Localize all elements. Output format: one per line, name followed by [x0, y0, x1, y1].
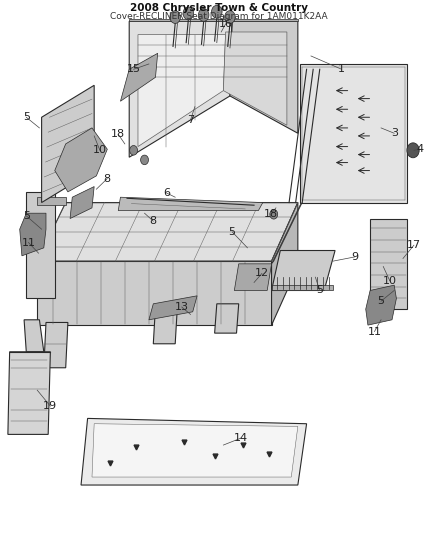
Polygon shape	[138, 35, 226, 147]
Polygon shape	[366, 285, 396, 325]
Text: 11: 11	[367, 327, 381, 336]
Polygon shape	[272, 285, 333, 290]
Text: 15: 15	[127, 64, 141, 74]
Circle shape	[270, 209, 278, 219]
Text: 18: 18	[111, 130, 125, 139]
Polygon shape	[118, 197, 263, 211]
Polygon shape	[8, 352, 50, 434]
Circle shape	[198, 9, 209, 21]
Polygon shape	[234, 264, 272, 290]
Circle shape	[212, 5, 222, 18]
Text: 3: 3	[391, 128, 398, 138]
Text: 8: 8	[150, 216, 157, 226]
Text: 10: 10	[383, 276, 397, 286]
Polygon shape	[300, 64, 407, 203]
Text: 18: 18	[264, 209, 278, 219]
Polygon shape	[120, 53, 158, 101]
Polygon shape	[129, 19, 298, 21]
Polygon shape	[37, 261, 272, 325]
Text: 5: 5	[378, 296, 385, 306]
Polygon shape	[26, 192, 55, 298]
Circle shape	[141, 155, 148, 165]
Polygon shape	[223, 32, 287, 125]
Text: Cover-RECLINER Seat Diagram for 1AM011K2AA: Cover-RECLINER Seat Diagram for 1AM011K2…	[110, 12, 328, 21]
Circle shape	[130, 146, 138, 155]
Polygon shape	[92, 424, 298, 477]
Text: 6: 6	[163, 188, 170, 198]
Polygon shape	[149, 296, 197, 320]
Circle shape	[170, 11, 180, 23]
Polygon shape	[129, 21, 232, 157]
Polygon shape	[70, 187, 94, 219]
Text: 4: 4	[417, 144, 424, 154]
Text: 5: 5	[316, 286, 323, 295]
Polygon shape	[272, 203, 298, 325]
Text: 9: 9	[351, 252, 358, 262]
Polygon shape	[272, 203, 302, 264]
Circle shape	[183, 7, 194, 20]
Text: 10: 10	[93, 146, 107, 155]
Text: 7: 7	[187, 115, 194, 125]
Text: 5: 5	[23, 211, 30, 221]
Text: 8: 8	[104, 174, 111, 183]
Circle shape	[407, 143, 419, 158]
Polygon shape	[44, 322, 68, 368]
Polygon shape	[215, 304, 239, 333]
Text: 19: 19	[43, 401, 57, 411]
Text: 17: 17	[407, 240, 421, 250]
Polygon shape	[37, 197, 66, 205]
Text: 13: 13	[175, 302, 189, 312]
Text: 14: 14	[234, 433, 248, 443]
Polygon shape	[153, 306, 177, 344]
Polygon shape	[230, 21, 298, 133]
Polygon shape	[81, 418, 307, 485]
Text: 2008 Chrysler Town & Country: 2008 Chrysler Town & Country	[130, 3, 308, 13]
Polygon shape	[37, 203, 298, 261]
Polygon shape	[42, 85, 94, 203]
Text: 5: 5	[23, 112, 30, 122]
Text: 12: 12	[255, 269, 269, 278]
Text: 16: 16	[219, 19, 233, 29]
Text: 11: 11	[21, 238, 35, 247]
Polygon shape	[272, 251, 335, 290]
Polygon shape	[370, 219, 407, 309]
Text: 5: 5	[229, 227, 236, 237]
Polygon shape	[24, 320, 44, 352]
Text: 1: 1	[338, 64, 345, 74]
Polygon shape	[55, 128, 107, 192]
Polygon shape	[20, 213, 46, 256]
Circle shape	[225, 11, 235, 23]
